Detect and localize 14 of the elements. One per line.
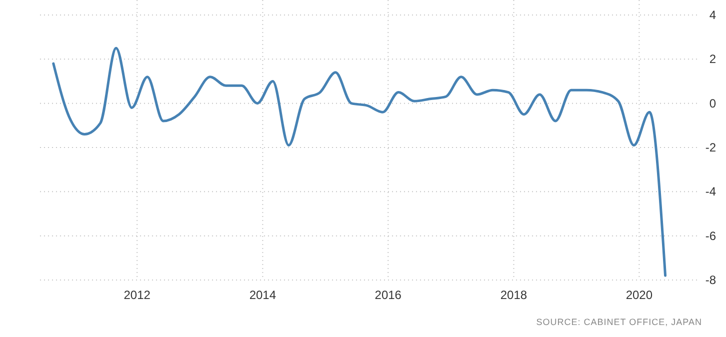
x-tick-label: 2018 <box>500 288 528 302</box>
x-tick-label: 2012 <box>124 288 151 302</box>
y-tick-label: -6 <box>705 228 716 243</box>
x-tick-label: 2016 <box>374 288 402 302</box>
y-tick-label: -4 <box>705 184 716 199</box>
line-series <box>52 46 667 277</box>
y-tick-label: 2 <box>709 52 716 66</box>
x-tick-label: 2014 <box>249 288 276 302</box>
y-tick-label: -2 <box>705 140 716 154</box>
y-tick-label: 0 <box>709 96 716 110</box>
y-tick-label: 4 <box>709 8 716 22</box>
x-tick-label: 2020 <box>626 288 653 302</box>
source-note: SOURCE: CABINET OFFICE, JAPAN <box>536 317 702 327</box>
y-tick-label: -8 <box>705 273 716 287</box>
